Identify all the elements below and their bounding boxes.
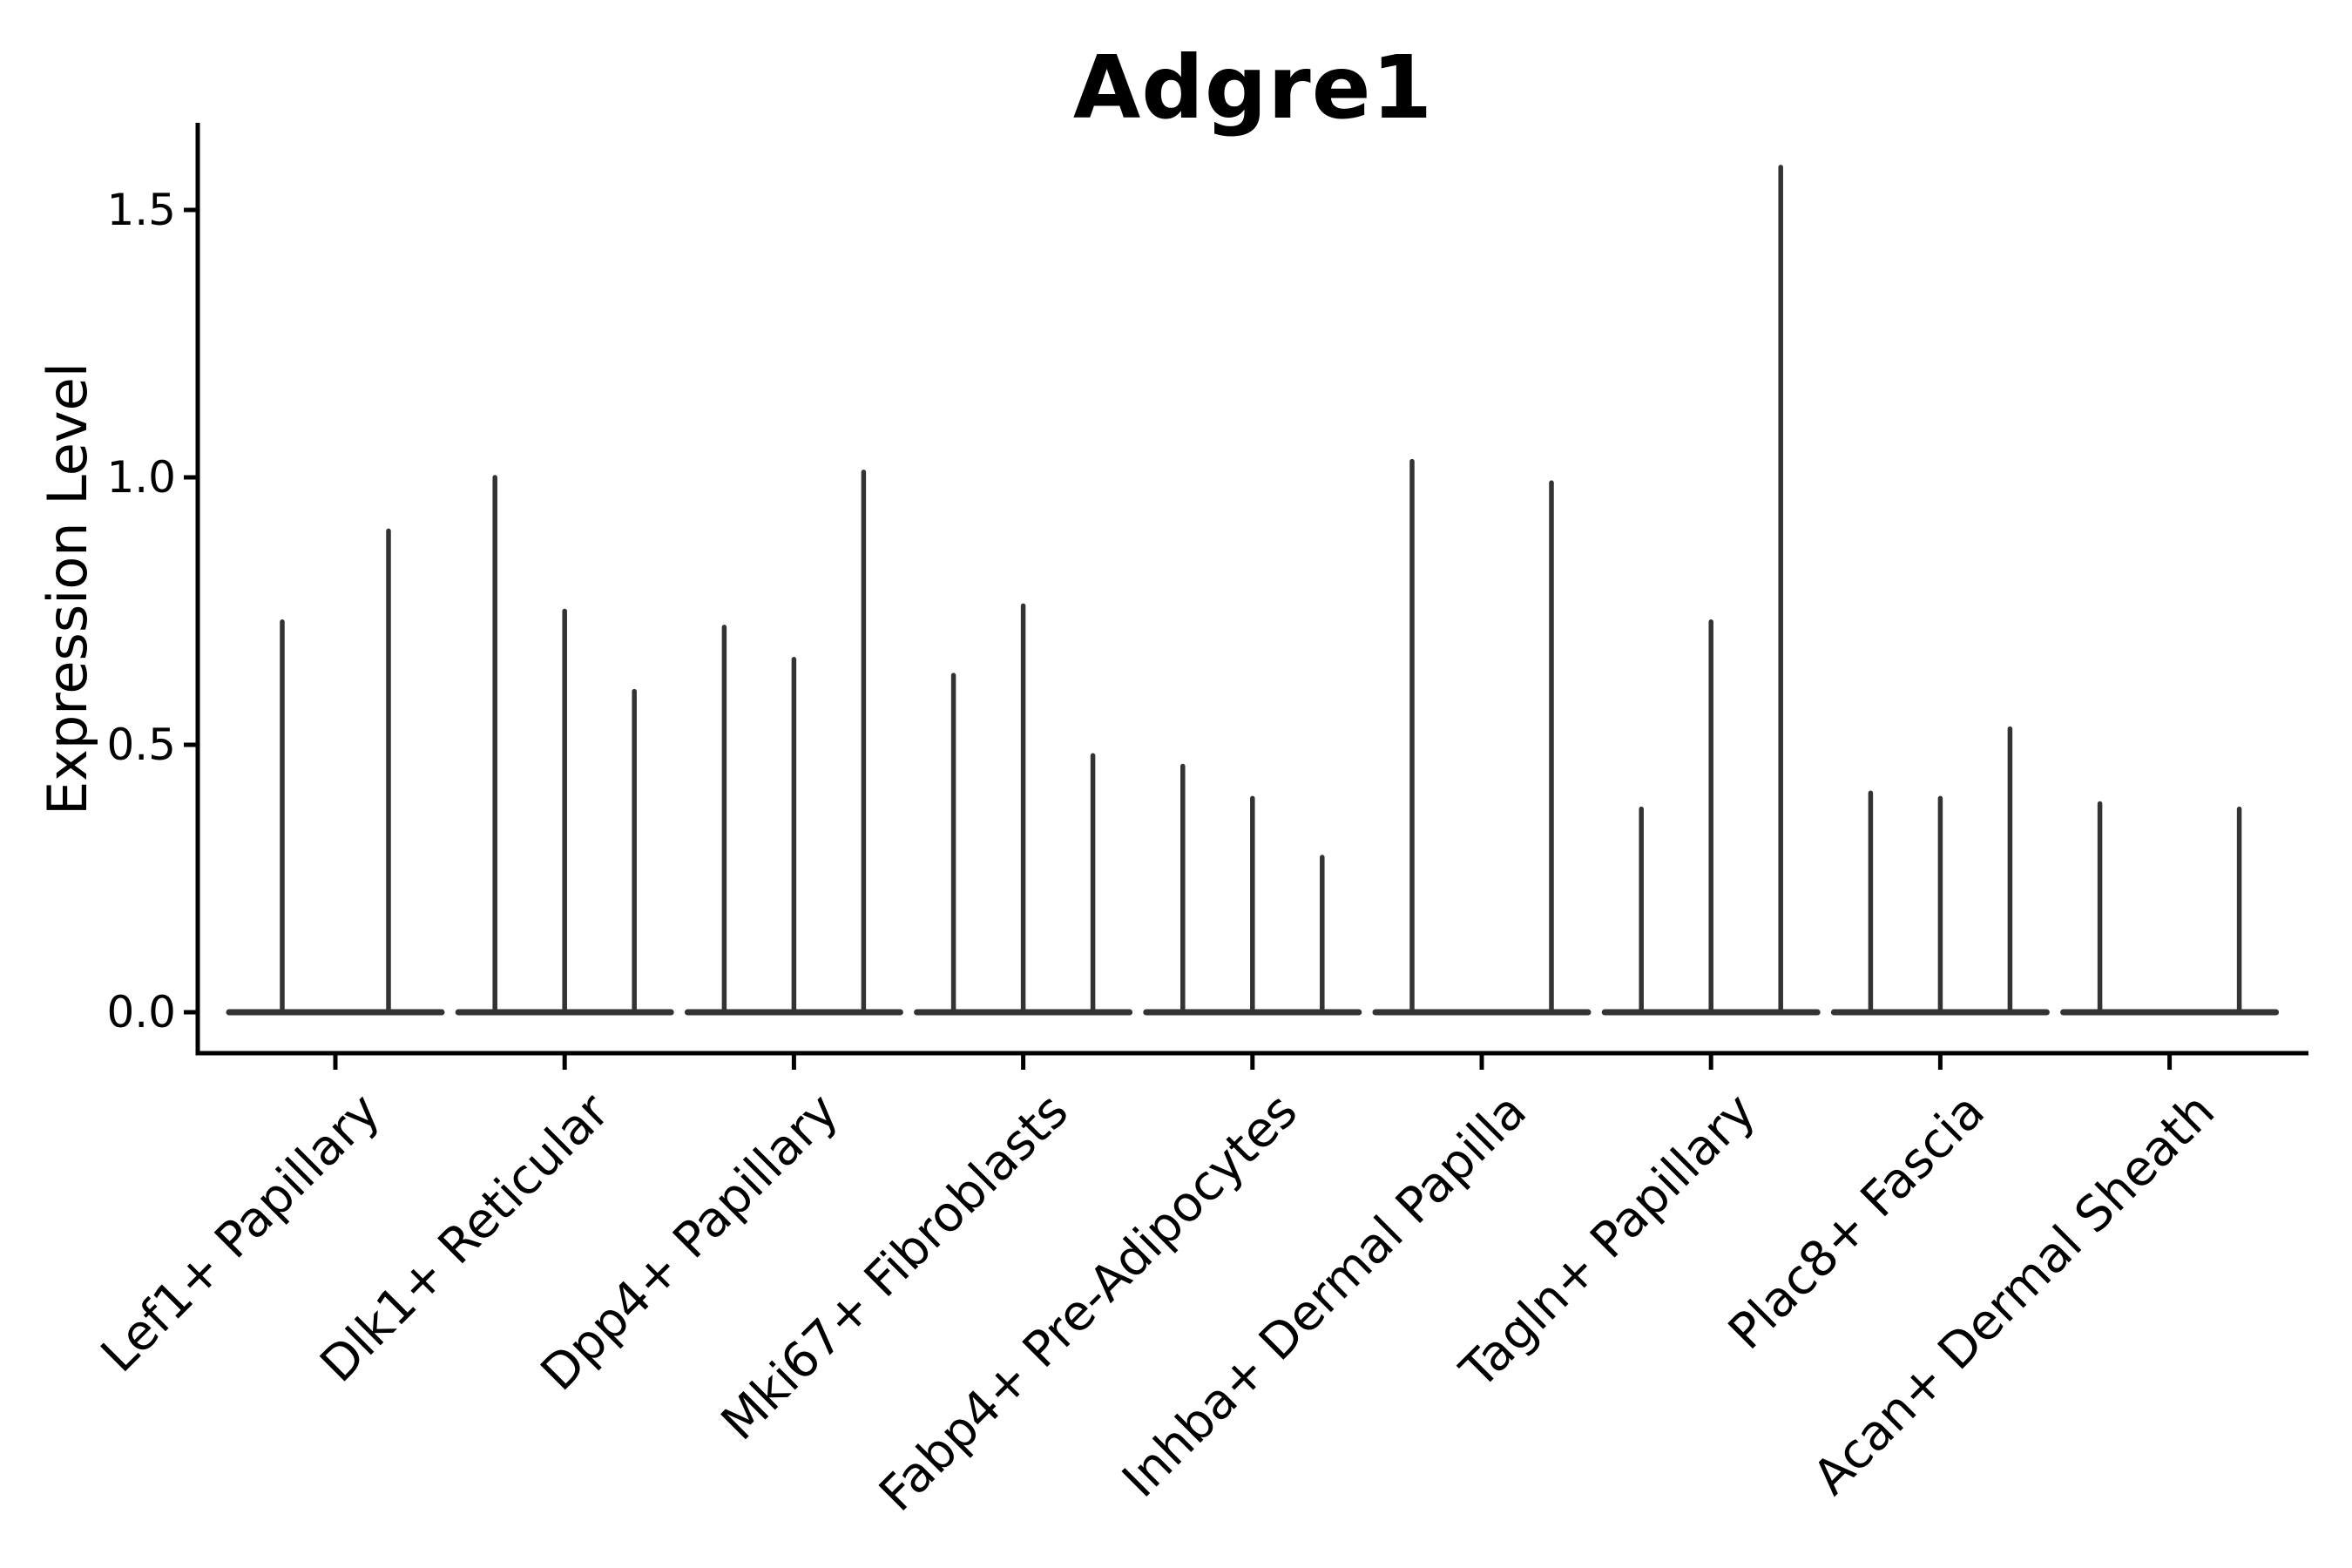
plot-title: Adgre1: [1072, 37, 1434, 139]
y-tick-label: 1.5: [106, 185, 176, 235]
y-tick-label: 1.0: [106, 452, 176, 503]
y-tick-label: 0.0: [106, 987, 176, 1037]
y-tick-label: 0.5: [106, 720, 176, 770]
